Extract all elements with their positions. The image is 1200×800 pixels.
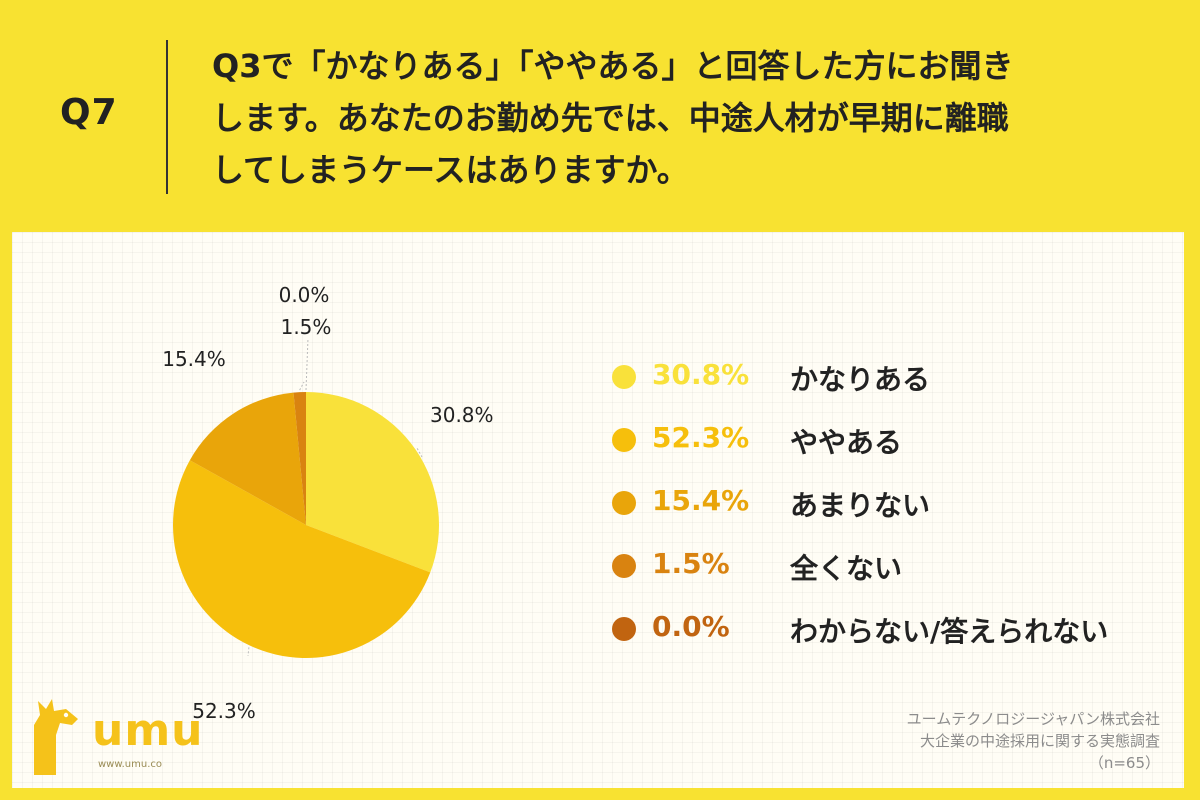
pie-slice: [293, 392, 306, 525]
giraffe-icon: [34, 699, 78, 775]
logo-url: www.umu.co: [98, 759, 163, 770]
legend-dot: [612, 491, 636, 515]
question-number: Q7: [60, 92, 118, 133]
header: Q7 Q3で「かなりある」「ややある」と回答した方にお聞き します。あなたのお勤…: [0, 0, 1200, 232]
pie-slice: [172, 460, 431, 659]
legend-label: あまりない: [790, 489, 931, 522]
chart-panel: 30.8% 52.3% 15.4% 1.5% 0.0% 30.8% かなりある 52.3…: [12, 232, 1184, 788]
question-text: Q3で「かなりある」「ややある」と回答した方にお聞き します。あなたのお勤め先で…: [212, 40, 1152, 196]
leader-line: [305, 337, 309, 391]
leader-line: [416, 448, 423, 458]
legend-item: 15.4% あまりない: [612, 482, 1172, 522]
legend-item: 0.0% わからない/答えられない: [612, 608, 1172, 648]
legend-dot: [612, 428, 636, 452]
umu-logo: umu www.umu.co: [26, 695, 203, 785]
question-line-3: してしまうケースはありますか。: [212, 151, 689, 189]
pie-data-label: 1.5%: [281, 315, 332, 339]
pie-slice: [189, 392, 306, 525]
legend-percent: 30.8%: [652, 358, 750, 391]
header-divider: [166, 40, 168, 194]
source-credit: ユームテクノロジージャパン株式会社 大企業の中途採用に関する実態調査 （n=65…: [907, 708, 1160, 774]
leader-line: [299, 381, 305, 391]
legend-label: ややある: [790, 426, 903, 459]
pie-data-label: 0.0%: [279, 283, 330, 307]
legend-item: 30.8% かなりある: [612, 356, 1172, 396]
legend-dot: [612, 617, 636, 641]
pie-data-label: 52.3%: [192, 699, 256, 723]
question-line-1: Q3で「かなりある」「ややある」と回答した方にお聞き: [212, 47, 1014, 85]
legend-item: 52.3% ややある: [612, 419, 1172, 459]
logo-text: umu: [92, 705, 204, 756]
pie-data-label: 30.8%: [430, 403, 494, 427]
pie-slice: [306, 392, 440, 573]
pie-data-label: 15.4%: [162, 347, 226, 371]
leader-line: [247, 647, 250, 657]
question-line-2: します。あなたのお勤め先では、中途人材が早期に離職: [212, 99, 1009, 137]
legend-label: かなりある: [790, 363, 931, 396]
legend-percent: 1.5%: [652, 547, 730, 580]
legend-dot: [612, 365, 636, 389]
credit-company: ユームテクノロジージャパン株式会社: [906, 710, 1160, 728]
credit-survey: 大企業の中途採用に関する実態調査: [919, 732, 1160, 750]
legend-dot: [612, 554, 636, 578]
legend-label: 全くない: [790, 552, 903, 585]
credit-n: （n=65）: [1088, 754, 1160, 772]
legend-label: わからない/答えられない: [790, 615, 1109, 648]
legend-percent: 0.0%: [652, 610, 730, 643]
legend-percent: 52.3%: [652, 421, 750, 454]
legend-item: 1.5% 全くない: [612, 545, 1172, 585]
legend-percent: 15.4%: [652, 484, 750, 517]
pie-chart: 30.8% 52.3% 15.4% 1.5% 0.0%: [162, 283, 494, 723]
